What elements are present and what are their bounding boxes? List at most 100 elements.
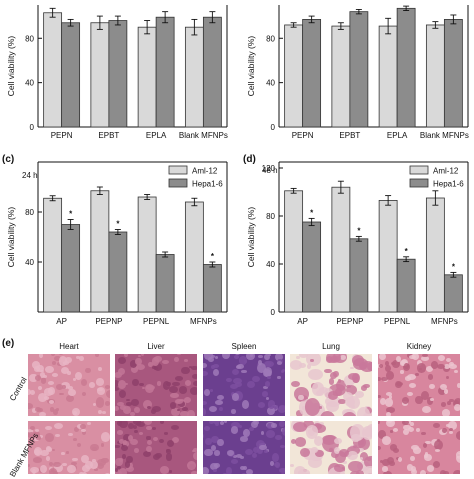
tissue-texture (203, 401, 207, 405)
tissue-texture (175, 399, 182, 404)
chart4-ytick-label: 0 (271, 308, 276, 317)
tissue-texture (358, 440, 363, 445)
tissue-texture (231, 409, 235, 413)
tissue-texture (378, 377, 381, 381)
chart3-category-label: AP (56, 317, 67, 326)
chart1-y-axis-label: Cell viability (%) (6, 36, 16, 97)
chart4-y-axis-label: Cell viability (%) (246, 207, 256, 268)
tissue-texture (437, 364, 444, 369)
chart2-bar-series1 (379, 26, 397, 127)
chart3-bar-series1 (185, 202, 203, 312)
tissue-texture (227, 450, 234, 456)
tissue-texture (175, 376, 183, 381)
tissue-texture (145, 384, 154, 393)
histology-image-kidney (378, 354, 460, 416)
tissue-texture (62, 385, 65, 389)
tissue-texture (293, 422, 307, 432)
tissue-texture (217, 395, 224, 400)
chart1-bar-series2 (156, 17, 174, 127)
tissue-texture (118, 380, 126, 389)
tissue-texture (171, 425, 179, 430)
tissue-texture (160, 421, 164, 424)
tissue-texture (89, 382, 94, 388)
tissue-texture (277, 376, 280, 379)
tissue-texture (409, 383, 416, 388)
tissue-texture (185, 380, 191, 386)
tissue-texture (45, 366, 53, 373)
tissue-texture (193, 452, 197, 461)
chart4-ytick-label: 80 (266, 212, 275, 221)
tissue-texture (258, 355, 262, 358)
chart4-significance-star: * (405, 247, 409, 256)
chart3-legend-swatch (169, 166, 187, 174)
tissue-texture (235, 382, 242, 387)
tissue-texture (76, 356, 80, 358)
tissue-texture (416, 428, 420, 432)
tissue-texture (209, 406, 217, 412)
chart4-bar-series1 (332, 187, 350, 312)
tissue-texture (350, 367, 354, 370)
tissue-texture (380, 398, 386, 405)
tissue-texture (167, 440, 174, 447)
tissue-texture (152, 406, 161, 412)
tissue-texture (134, 430, 138, 433)
tissue-texture (449, 399, 453, 402)
chart3-bar-series2 (156, 255, 174, 313)
tissue-texture (240, 466, 245, 470)
chart4-bar-series1 (285, 191, 303, 312)
chart1-bar-series1 (91, 23, 109, 127)
tissue-texture (311, 447, 317, 453)
chart4-category-label: PEPNL (384, 317, 411, 326)
tissue-texture (147, 406, 151, 409)
tissue-texture (407, 392, 413, 397)
chart1-category-label: PEPN (51, 131, 73, 140)
tissue-texture (96, 378, 105, 385)
chart4-legend-swatch (410, 179, 428, 187)
tissue-texture (386, 371, 394, 380)
tissue-texture (417, 363, 426, 372)
chart1-category-label: Blank MFNPs (179, 131, 228, 140)
chart4-ytick-label: 40 (266, 260, 275, 269)
tissue-texture (400, 370, 404, 373)
tissue-texture (231, 459, 238, 464)
tissue-texture (391, 362, 396, 365)
chart1-category-label: EPBT (98, 131, 119, 140)
chart3-bar-series1 (44, 198, 62, 312)
chart4-significance-star: * (310, 208, 314, 217)
tissue-texture (329, 378, 335, 385)
chart1-bar-series2 (62, 23, 80, 127)
tissue-texture (438, 355, 445, 361)
tissue-texture (421, 432, 426, 436)
chart3-significance-star: * (116, 220, 120, 229)
chart4-category-label: AP (297, 317, 308, 326)
histology-column-label: Lung (290, 342, 372, 351)
tissue-texture (45, 433, 54, 442)
tissue-texture (320, 411, 335, 416)
tissue-texture (410, 422, 414, 426)
tissue-texture (67, 465, 75, 473)
tissue-texture (190, 387, 197, 395)
tissue-texture (404, 363, 409, 369)
tissue-texture (224, 421, 227, 423)
tissue-texture (209, 421, 214, 424)
tissue-texture (409, 355, 416, 359)
tissue-texture (249, 427, 254, 431)
panel-d-time-label: 48 h (262, 166, 278, 175)
tissue-texture (382, 436, 391, 445)
tissue-texture (152, 427, 156, 430)
tissue-texture (77, 443, 81, 448)
tissue-texture (205, 438, 211, 445)
tissue-texture (210, 389, 213, 392)
tissue-texture (456, 451, 460, 460)
panel-label-c: (c) (2, 154, 14, 165)
tissue-texture (87, 422, 91, 425)
chart3-bar-series1 (138, 197, 156, 312)
tissue-texture (258, 360, 262, 365)
histology-column-label: Liver (115, 342, 197, 351)
tissue-texture (39, 412, 46, 416)
tissue-texture (139, 432, 143, 435)
tissue-texture (264, 450, 268, 453)
chart3-category-label: PEPNL (143, 317, 170, 326)
tissue-texture (449, 428, 453, 431)
tissue-texture (449, 362, 454, 366)
